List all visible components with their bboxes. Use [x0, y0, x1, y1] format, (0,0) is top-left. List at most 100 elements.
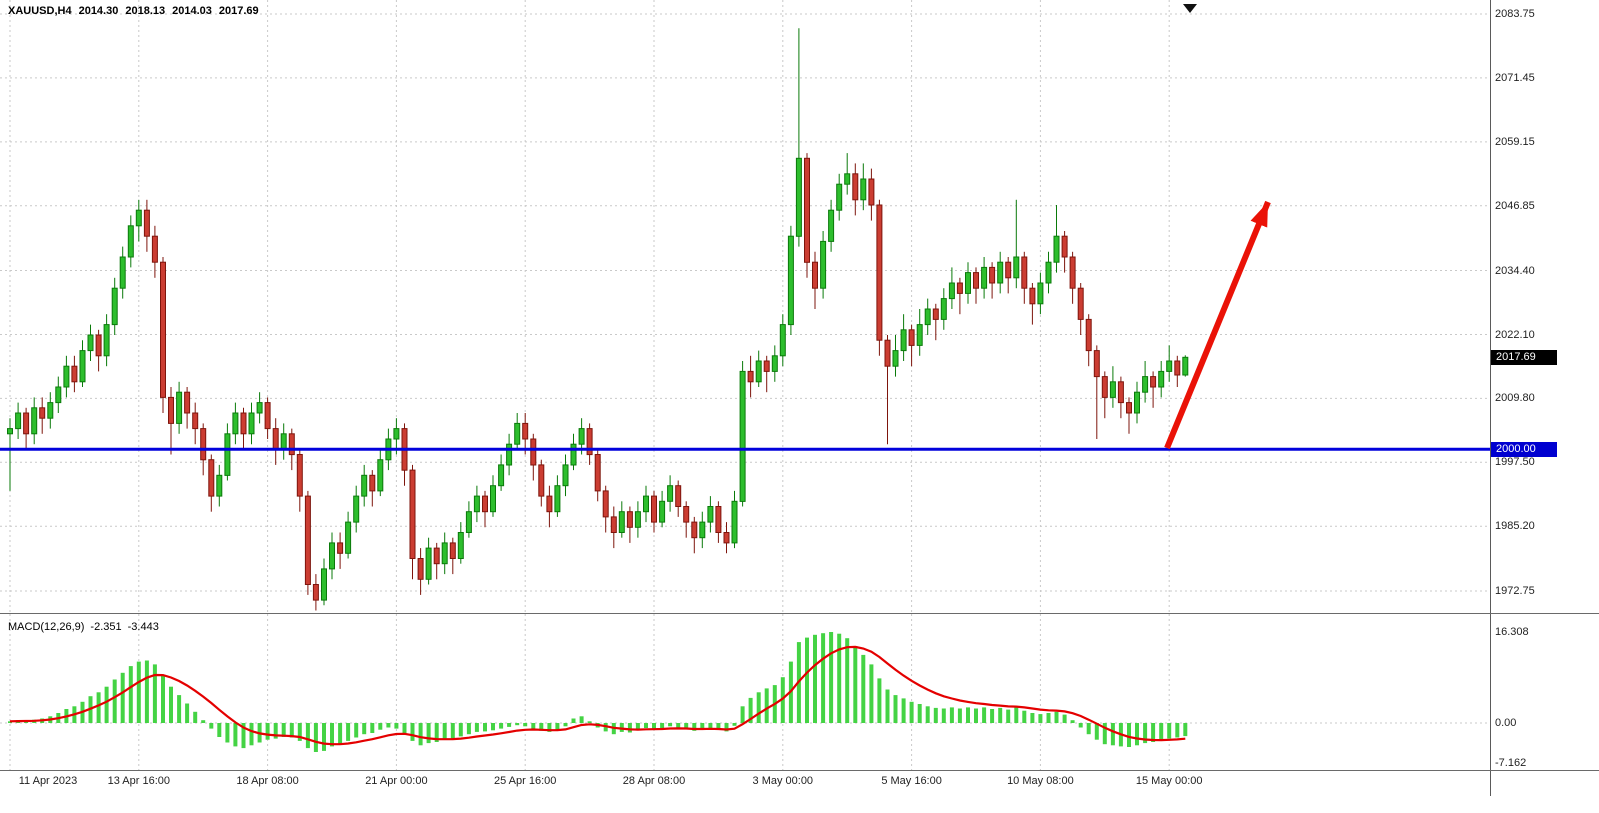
- macd-bar: [394, 723, 399, 729]
- macd-bar: [668, 723, 673, 727]
- close-value: 2017.69: [218, 5, 259, 17]
- price-chart-panel[interactable]: [0, 0, 1490, 613]
- price-chart-canvas[interactable]: [0, 0, 1490, 613]
- price-axis[interactable]: 2083.75 2071.45 2059.15 2046.85 2034.40 2022.…: [1491, 0, 1599, 796]
- macd-bar: [265, 723, 270, 740]
- macd-signal-line: [9, 645, 1186, 746]
- open-value: 2014.30: [78, 5, 119, 17]
- macd-bar: [925, 706, 930, 723]
- symbol-timeframe: XAUUSD,H4: [8, 5, 72, 17]
- candle: [321, 558, 327, 606]
- panel-separator[interactable]: [0, 613, 1599, 614]
- macd-bar: [515, 723, 520, 726]
- macd-bar: [161, 675, 165, 723]
- candle: [433, 542, 440, 580]
- time-axis-label: 25 Apr 16:00: [493, 775, 557, 787]
- candle: [1029, 283, 1036, 325]
- time-axis-label: 15 May 00:00: [1135, 775, 1203, 787]
- macd-bar: [933, 707, 938, 723]
- candle: [755, 350, 762, 387]
- candle: [232, 402, 239, 445]
- macd-bar: [700, 723, 705, 730]
- candle: [1013, 199, 1020, 289]
- time-axis-label: 18 Apr 08:00: [236, 775, 299, 787]
- candle: [1005, 257, 1012, 294]
- macd-bar: [354, 723, 359, 738]
- macd-bar: [112, 679, 117, 723]
- ohlc-header: XAUUSD,H4 2014.30 2018.13 2014.03 2017.69: [8, 5, 266, 17]
- candle: [948, 267, 955, 309]
- candle: [1182, 355, 1189, 377]
- candle: [1109, 366, 1116, 408]
- macd-bar: [1022, 710, 1027, 723]
- macd-name: MACD(12,26,9): [8, 621, 85, 633]
- candle: [87, 324, 94, 361]
- macd-bar: [466, 723, 471, 735]
- macd-indicator-label: MACD(12,26,9) -2.351 -3.443: [8, 621, 165, 633]
- candle: [868, 168, 875, 221]
- time-axis[interactable]: 11 Apr 2023 13 Apr 16:00 18 Apr 08:00 21 Ap…: [0, 770, 1490, 796]
- candle: [240, 407, 247, 450]
- candle: [514, 413, 521, 450]
- macd-bar: [837, 633, 842, 723]
- candle: [828, 199, 835, 252]
- candle: [675, 480, 682, 517]
- candle: [168, 387, 174, 455]
- candle: [111, 277, 118, 335]
- candle: [127, 215, 134, 268]
- macd-bar: [322, 723, 326, 751]
- macd-bar: [644, 723, 648, 728]
- price-axis-separator: [1490, 0, 1491, 796]
- macd-signal-value: -3.443: [127, 621, 159, 633]
- candle: [345, 511, 352, 559]
- macd-bar: [338, 723, 343, 745]
- candle: [916, 309, 923, 356]
- candle: [337, 532, 344, 569]
- macd-bar: [1006, 709, 1011, 723]
- macd-bar: [426, 723, 431, 744]
- macd-bar: [378, 723, 383, 730]
- candle: [836, 173, 843, 221]
- candle: [473, 485, 480, 523]
- candle: [449, 537, 456, 575]
- candle: [160, 257, 166, 413]
- macd-bar: [587, 721, 592, 723]
- candle: [1061, 231, 1068, 273]
- candle: [570, 433, 577, 471]
- macd-bar: [998, 707, 1003, 723]
- candle: [280, 423, 287, 460]
- macd-bar: [450, 723, 455, 739]
- macd-bar: [635, 723, 640, 731]
- macd-bar: [474, 723, 479, 732]
- candle: [683, 501, 690, 538]
- candle: [723, 522, 730, 554]
- candle: [465, 501, 472, 538]
- trend-arrow[interactable]: [1164, 200, 1271, 450]
- candle: [804, 153, 810, 278]
- candle: [490, 475, 496, 517]
- candle: [932, 303, 939, 341]
- macd-bar: [571, 718, 576, 723]
- candle: [1069, 251, 1076, 304]
- macd-bar: [1151, 723, 1156, 742]
- candle: [39, 397, 46, 434]
- candle: [876, 199, 883, 356]
- macd-bar: [1135, 723, 1139, 746]
- candle: [151, 225, 158, 278]
- macd-bar: [185, 703, 190, 723]
- macd-canvas[interactable]: [0, 614, 1490, 770]
- candle: [79, 340, 86, 387]
- candle: [546, 485, 553, 528]
- macd-panel[interactable]: [0, 614, 1490, 770]
- macd-grid: [0, 614, 1490, 770]
- candle: [15, 402, 22, 439]
- candle: [192, 402, 199, 445]
- macd-bar: [909, 701, 914, 723]
- candle: [908, 324, 915, 367]
- candle: [417, 548, 424, 595]
- macd-bar: [619, 723, 624, 732]
- candle: [844, 153, 851, 195]
- candle: [71, 355, 78, 393]
- candle: [747, 355, 754, 398]
